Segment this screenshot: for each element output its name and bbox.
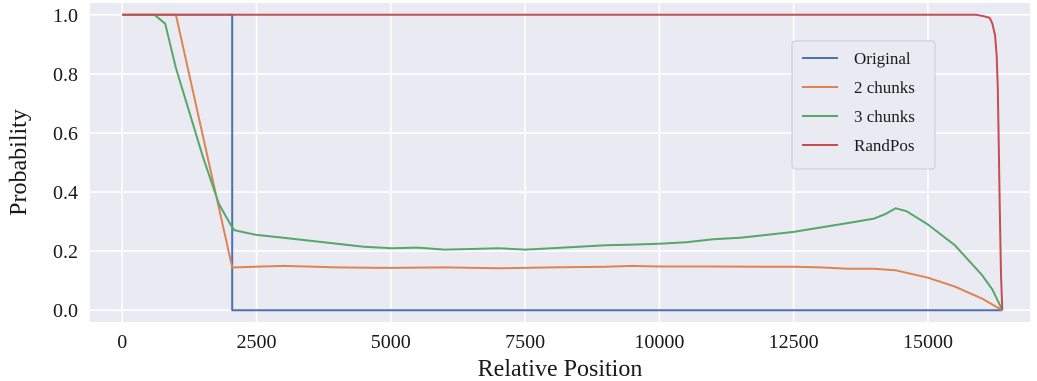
x-tick-label: 12500	[769, 331, 819, 353]
legend-label: 2 chunks	[854, 78, 915, 97]
y-tick-labels: 0.0 0.2 0.4 0.6 0.8 1.0	[53, 5, 78, 322]
y-tick-label: 0.4	[53, 182, 78, 204]
legend-box	[791, 40, 936, 170]
legend-label: Original	[854, 49, 911, 68]
legend-label: RandPos	[854, 136, 914, 155]
x-tick-labels: 0 2500 5000 7500 10000 12500 15000	[117, 331, 953, 353]
legend-label: 3 chunks	[854, 107, 915, 126]
y-tick-label: 1.0	[53, 5, 78, 27]
x-tick-label: 5000	[371, 331, 411, 353]
series-lines	[122, 13, 1004, 312]
y-tick-label: 0.2	[53, 241, 78, 263]
x-tick-label: 7500	[505, 331, 545, 353]
legend: Original 2 chunks 3 chunks RandPos	[791, 40, 936, 170]
y-tick-label: 0.6	[53, 123, 78, 145]
x-tick-label: 15000	[903, 331, 953, 353]
x-tick-label: 2500	[237, 331, 277, 353]
y-tick-label: 0.8	[53, 64, 78, 86]
series-line-randpos	[122, 13, 1004, 311]
x-axis-label: Relative Position	[478, 356, 643, 381]
series-line-2-chunks	[122, 13, 1003, 312]
series-line-3-chunks	[122, 13, 1004, 311]
y-axis-label: Probability	[6, 109, 32, 216]
x-tick-label: 0	[117, 331, 127, 353]
y-tick-label: 0.0	[53, 300, 78, 322]
x-tick-label: 10000	[634, 331, 684, 353]
